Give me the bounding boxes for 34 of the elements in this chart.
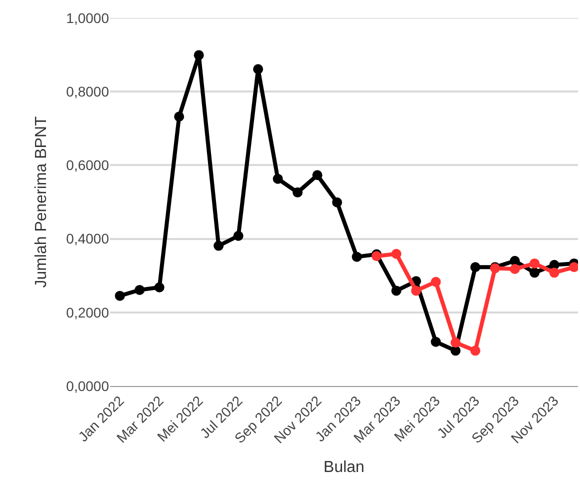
point — [391, 286, 402, 296]
y-tick-label: 0,4000 — [66, 230, 110, 247]
point — [233, 230, 244, 241]
x-axis-title: Bulan — [324, 458, 364, 476]
point — [470, 262, 480, 272]
point — [530, 268, 540, 278]
point — [470, 346, 480, 356]
y-tick-label: 0,0000 — [66, 378, 110, 394]
point — [292, 187, 303, 198]
point — [214, 240, 224, 251]
y-tick-label: 0,2000 — [66, 304, 110, 320]
point — [430, 336, 441, 347]
point — [194, 50, 204, 60]
point — [332, 197, 342, 208]
point — [411, 286, 422, 296]
point — [530, 258, 540, 268]
y-tick-label: 0,6000 — [66, 157, 110, 174]
point — [272, 174, 283, 184]
point — [174, 112, 184, 122]
point — [391, 248, 402, 259]
point — [253, 64, 264, 74]
point — [549, 268, 560, 278]
point — [510, 264, 520, 274]
y-tick-label: 0,8000 — [66, 84, 110, 100]
y-tick-label: 1,0000 — [66, 10, 110, 26]
point — [154, 282, 164, 292]
point — [352, 252, 362, 262]
point — [114, 290, 125, 301]
point — [430, 276, 441, 287]
point — [134, 284, 145, 295]
point — [312, 170, 322, 180]
point — [569, 262, 578, 272]
point — [450, 338, 461, 348]
y-axis-title: Jumlah Penerima BPNT — [33, 116, 50, 288]
